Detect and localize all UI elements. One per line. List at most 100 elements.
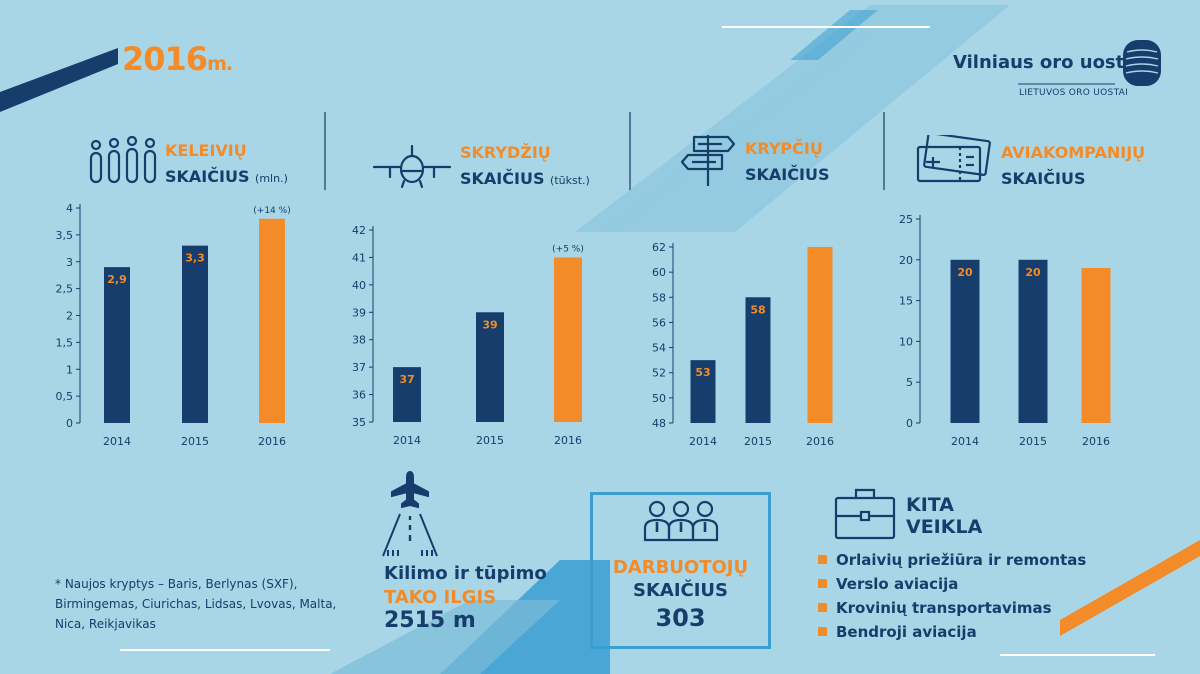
y-tick-label: 0 bbox=[66, 417, 73, 430]
bar-value-label: 20 bbox=[1025, 266, 1041, 279]
x-tick-label: 2016 bbox=[554, 434, 582, 447]
airlines-chart: 0 5 10 15 20 25 20 2014 20 2015 19 2016 bbox=[899, 213, 1111, 448]
y-tick-label: 38 bbox=[352, 334, 366, 347]
x-tick-label: 2015 bbox=[744, 435, 772, 448]
y-tick-label: 2 bbox=[66, 310, 73, 323]
destinations-subtitle: SKAIČIUS bbox=[745, 165, 830, 184]
bar-value-label: 20 bbox=[957, 266, 973, 279]
y-tick-label: 35 bbox=[352, 416, 366, 429]
x-tick-label: 2014 bbox=[103, 435, 131, 448]
destinations-title: KRYPČIŲ bbox=[745, 139, 823, 158]
employees-icon bbox=[643, 500, 719, 542]
bar-value-label: 2,9 bbox=[107, 273, 127, 286]
activity-item: Krovinių transportavimas bbox=[818, 599, 1052, 617]
y-tick-label: 50 bbox=[652, 392, 666, 405]
bar-2015 bbox=[476, 312, 504, 422]
bar-2015 bbox=[745, 297, 771, 423]
growth-annotation: (+14 %) bbox=[253, 206, 290, 216]
tickets-icon bbox=[916, 135, 991, 183]
y-tick-label: 0,5 bbox=[56, 390, 74, 403]
brand-name: Vilniaus oro uostas bbox=[953, 52, 1148, 73]
activity-item: Orlaivių priežiūra ir remontas bbox=[818, 551, 1086, 569]
y-tick-label: 1 bbox=[66, 363, 73, 376]
bar-value-label: 41 bbox=[560, 263, 575, 276]
y-tick-label: 39 bbox=[352, 306, 366, 319]
bar-2014 bbox=[393, 367, 421, 422]
bar-value-label: 58 bbox=[750, 303, 765, 316]
y-tick-label: 15 bbox=[899, 295, 913, 308]
y-tick-label: 58 bbox=[652, 291, 666, 304]
y-tick-label: 2,5 bbox=[56, 283, 74, 296]
passengers-title: KELEIVIŲ bbox=[165, 141, 247, 160]
y-tick-label: 42 bbox=[352, 224, 366, 237]
passengers-subtitle: SKAIČIUS (mln.) bbox=[165, 167, 288, 186]
brand-subtitle: LIETUVOS ORO UOSTAI bbox=[1019, 88, 1129, 98]
bar-value-label: 62* bbox=[809, 253, 830, 266]
activity-item: Bendroji aviacija bbox=[818, 623, 977, 641]
x-tick-label: 2015 bbox=[476, 434, 504, 447]
destinations-chart: 48 50 52 54 56 58 60 62 53 2014 58 2015 62* 2016 bbox=[652, 241, 834, 448]
y-tick-label: 54 bbox=[652, 342, 666, 355]
y-tick-label: 56 bbox=[652, 316, 666, 329]
x-tick-label: 2014 bbox=[689, 435, 717, 448]
airlines-subtitle: SKAIČIUS bbox=[1001, 169, 1086, 188]
x-tick-label: 2014 bbox=[393, 434, 421, 447]
signpost-icon bbox=[680, 135, 736, 186]
bar-value-label: 37 bbox=[399, 373, 414, 386]
activity-item: Verslo aviacija bbox=[818, 575, 958, 593]
x-tick-label: 2014 bbox=[951, 435, 979, 448]
bar-2015 bbox=[182, 245, 208, 423]
x-tick-label: 2016 bbox=[1082, 435, 1110, 448]
bar-value-label: 3,3 bbox=[185, 252, 205, 265]
y-tick-label: 0 bbox=[906, 417, 913, 430]
x-tick-label: 2016 bbox=[258, 435, 286, 448]
y-tick-label: 41 bbox=[352, 251, 366, 264]
bar-2016 bbox=[554, 257, 582, 422]
bar-value-label: 3,8 bbox=[262, 225, 282, 238]
airlines-title: AVIAKOMPANIJŲ bbox=[1001, 143, 1146, 162]
y-tick-label: 3 bbox=[66, 256, 73, 269]
y-tick-label: 10 bbox=[899, 335, 913, 348]
y-tick-label: 1,5 bbox=[56, 336, 74, 349]
x-tick-label: 2015 bbox=[181, 435, 209, 448]
bar-2014 bbox=[690, 360, 716, 423]
bar-2014 bbox=[104, 267, 130, 423]
y-tick-label: 3,5 bbox=[56, 229, 74, 242]
y-tick-label: 52 bbox=[652, 367, 666, 380]
employees-count: 303 bbox=[655, 604, 706, 632]
x-tick-label: 2016 bbox=[806, 435, 834, 448]
x-tick-label: 2015 bbox=[1019, 435, 1047, 448]
y-tick-label: 36 bbox=[352, 389, 366, 402]
y-tick-label: 4 bbox=[66, 202, 73, 215]
bar-value-label: 19 bbox=[1088, 274, 1103, 287]
employees-title: DARBUOTOJŲ SKAIČIUS bbox=[612, 557, 749, 601]
bar-value-label: 53 bbox=[695, 366, 710, 379]
y-tick-label: 37 bbox=[352, 361, 366, 374]
bar-value-label: 39 bbox=[482, 318, 497, 331]
briefcase-icon bbox=[834, 488, 896, 540]
y-tick-label: 62 bbox=[652, 241, 666, 254]
y-tick-label: 5 bbox=[906, 376, 913, 389]
bar-2014 bbox=[950, 259, 980, 423]
year-title: 2016m. bbox=[122, 40, 233, 78]
flights-chart: 35 36 37 38 39 40 41 42 37 2014 39 2015 41 2016 (+5 %) bbox=[352, 224, 584, 447]
airport-logo-icon bbox=[1123, 40, 1161, 86]
bar-2015 bbox=[1018, 259, 1048, 423]
other-activities-title: KITA VEIKLA bbox=[906, 494, 983, 538]
y-tick-label: 60 bbox=[652, 266, 666, 279]
passengers-icon bbox=[89, 136, 157, 184]
passengers-chart: 0 0,5 1 1,5 2 2,5 3 3,5 4 2,9 2014 3,3 2015 3,8 2016 (+… bbox=[56, 202, 291, 448]
runway-length: 2515 m bbox=[384, 608, 476, 633]
y-tick-label: 48 bbox=[652, 417, 666, 430]
bar-2016 bbox=[807, 247, 833, 423]
y-tick-label: 25 bbox=[899, 213, 913, 226]
runway-icon bbox=[382, 470, 438, 557]
destinations-footnote: * Naujos kryptys – Baris, Berlynas (SXF)… bbox=[55, 577, 337, 631]
y-tick-label: 40 bbox=[352, 279, 366, 292]
flights-title: SKRYDŽIŲ bbox=[460, 143, 551, 162]
airplane-icon bbox=[372, 144, 452, 189]
flights-subtitle: SKAIČIUS (tūkst.) bbox=[460, 169, 590, 188]
bar-2016 bbox=[259, 218, 285, 423]
employees-box bbox=[590, 492, 771, 649]
